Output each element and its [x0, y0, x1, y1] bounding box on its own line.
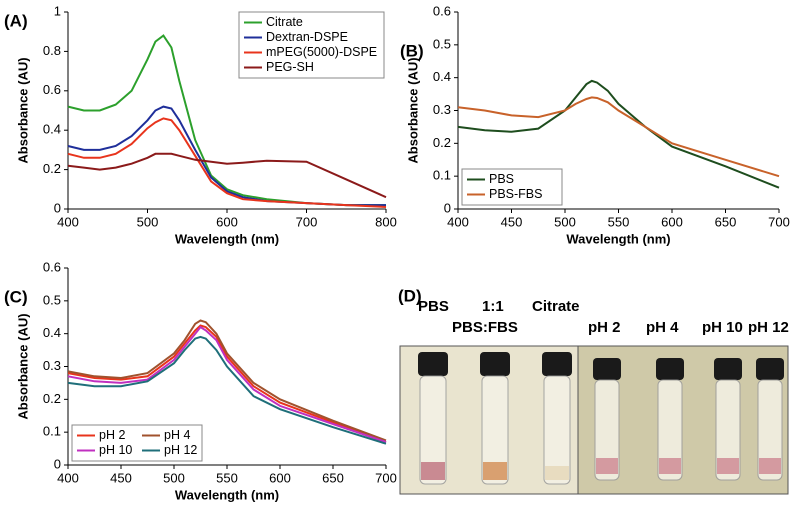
y-tick-label: 0.6 [433, 3, 451, 18]
y-tick-label: 0 [54, 456, 61, 471]
y-tick-label: 0.5 [433, 36, 451, 51]
y-tick-label: 0.1 [433, 168, 451, 183]
photo-label: pH 10 [702, 319, 743, 336]
y-tick-label: 0.8 [43, 43, 61, 58]
photo-label: pH 12 [748, 319, 789, 336]
x-axis-label: Wavelength (nm) [175, 231, 279, 246]
legend-label: pH 2 [99, 428, 125, 442]
y-tick-label: 0.2 [43, 391, 61, 406]
legend-box [238, 11, 385, 79]
y-tick-label: 0.2 [433, 135, 451, 150]
x-tick-label: 500 [554, 214, 576, 229]
y-axis-label: Absorbance (AU) [15, 313, 30, 419]
series-line [67, 324, 387, 443]
photo-label: Citrate [532, 298, 580, 315]
x-tick-label: 650 [715, 214, 737, 229]
x-tick-label: 700 [296, 214, 318, 229]
legend-label: Citrate [266, 15, 303, 29]
legend-label: pH 12 [164, 443, 197, 457]
y-tick-label: 0.4 [433, 69, 451, 84]
x-tick-label: 400 [57, 214, 79, 229]
series-line [67, 34, 386, 207]
x-tick-label: 550 [216, 470, 238, 485]
x-tick-label: 600 [216, 214, 238, 229]
x-tick-label: 650 [322, 470, 344, 485]
series-line [67, 152, 387, 199]
legend-box [461, 168, 563, 206]
x-tick-label: 450 [110, 470, 132, 485]
series-line [67, 335, 387, 445]
photo-label: pH 4 [646, 319, 679, 336]
y-tick-label: 0.4 [43, 122, 61, 137]
legend-label: PEG-SH [266, 60, 314, 74]
x-tick-label: 600 [269, 470, 291, 485]
y-tick-label: 0.6 [43, 82, 61, 97]
series-line [67, 105, 386, 207]
series-line [67, 117, 387, 208]
legend-label: pH 4 [164, 428, 190, 442]
panel-label: (A) [4, 11, 28, 30]
x-tick-label: 700 [375, 470, 397, 485]
series-line [67, 319, 387, 442]
legend-label: PBS-FBS [489, 187, 543, 201]
x-tick-label: 700 [768, 214, 790, 229]
legend-label: mPEG(5000)-DSPE [266, 45, 377, 59]
legend-label: Dextran-DSPE [266, 30, 348, 44]
photo-label: 1:1 [482, 298, 504, 315]
x-axis-label: Wavelength (nm) [175, 487, 279, 502]
x-axis-label: Wavelength (nm) [566, 231, 670, 246]
x-tick-label: 800 [375, 214, 397, 229]
y-tick-label: 0.4 [43, 325, 61, 340]
y-tick-label: 0.3 [43, 358, 61, 373]
photo-label: pH 2 [588, 319, 621, 336]
y-axis-label: Absorbance (AU) [15, 57, 30, 163]
series-line [457, 79, 780, 189]
y-tick-label: 0 [54, 200, 61, 215]
panel-label: (C) [4, 287, 28, 306]
x-tick-label: 550 [608, 214, 630, 229]
x-tick-label: 400 [447, 214, 469, 229]
y-tick-label: 0 [444, 200, 451, 215]
photo [399, 345, 789, 495]
x-tick-label: 500 [163, 470, 185, 485]
y-tick-label: 1 [54, 3, 61, 18]
legend-label: PBS [489, 172, 514, 186]
x-tick-label: 400 [57, 470, 79, 485]
y-axis-label: Absorbance (AU) [405, 57, 420, 163]
y-tick-label: 0.2 [43, 161, 61, 176]
y-tick-label: 0.1 [43, 424, 61, 439]
y-tick-label: 0.5 [43, 292, 61, 307]
panel-label: (B) [400, 41, 424, 60]
panel-label: (D) [398, 286, 422, 305]
y-tick-label: 0.3 [433, 102, 451, 117]
y-tick-label: 0.6 [43, 259, 61, 274]
photo-label: PBS [418, 298, 449, 315]
legend-label: pH 10 [99, 443, 132, 457]
photo-label: PBS:FBS [452, 319, 518, 336]
series-line [67, 325, 387, 443]
series-line [457, 96, 780, 178]
x-tick-label: 450 [501, 214, 523, 229]
legend-box [71, 424, 203, 462]
x-tick-label: 600 [661, 214, 683, 229]
x-tick-label: 500 [137, 214, 159, 229]
